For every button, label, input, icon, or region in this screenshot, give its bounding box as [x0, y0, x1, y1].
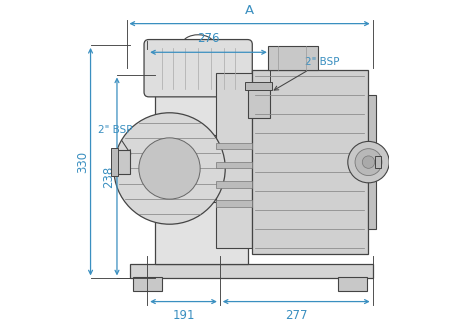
FancyBboxPatch shape [374, 156, 380, 168]
Text: 2" BSP: 2" BSP [274, 57, 339, 90]
FancyBboxPatch shape [337, 277, 366, 291]
FancyBboxPatch shape [215, 200, 252, 207]
FancyBboxPatch shape [155, 67, 247, 264]
Text: 277: 277 [285, 308, 307, 321]
FancyBboxPatch shape [247, 87, 269, 118]
Circle shape [139, 138, 200, 199]
FancyBboxPatch shape [215, 162, 252, 168]
FancyBboxPatch shape [215, 143, 252, 150]
FancyBboxPatch shape [110, 148, 118, 176]
Text: 2" BSP: 2" BSP [98, 125, 132, 154]
FancyBboxPatch shape [215, 181, 252, 188]
FancyBboxPatch shape [251, 70, 367, 254]
FancyBboxPatch shape [113, 150, 129, 174]
FancyBboxPatch shape [215, 73, 252, 248]
Text: A: A [245, 4, 253, 17]
FancyBboxPatch shape [129, 264, 372, 278]
Circle shape [347, 141, 388, 183]
Circle shape [354, 149, 381, 176]
Text: 238: 238 [102, 165, 115, 188]
FancyBboxPatch shape [268, 46, 317, 70]
Text: 330: 330 [76, 150, 89, 173]
FancyBboxPatch shape [144, 40, 252, 97]
Circle shape [113, 113, 225, 224]
FancyBboxPatch shape [367, 95, 375, 229]
FancyBboxPatch shape [245, 82, 272, 89]
Circle shape [362, 156, 374, 168]
Text: 191: 191 [172, 308, 194, 321]
FancyBboxPatch shape [133, 277, 161, 291]
Text: 276: 276 [197, 32, 219, 45]
